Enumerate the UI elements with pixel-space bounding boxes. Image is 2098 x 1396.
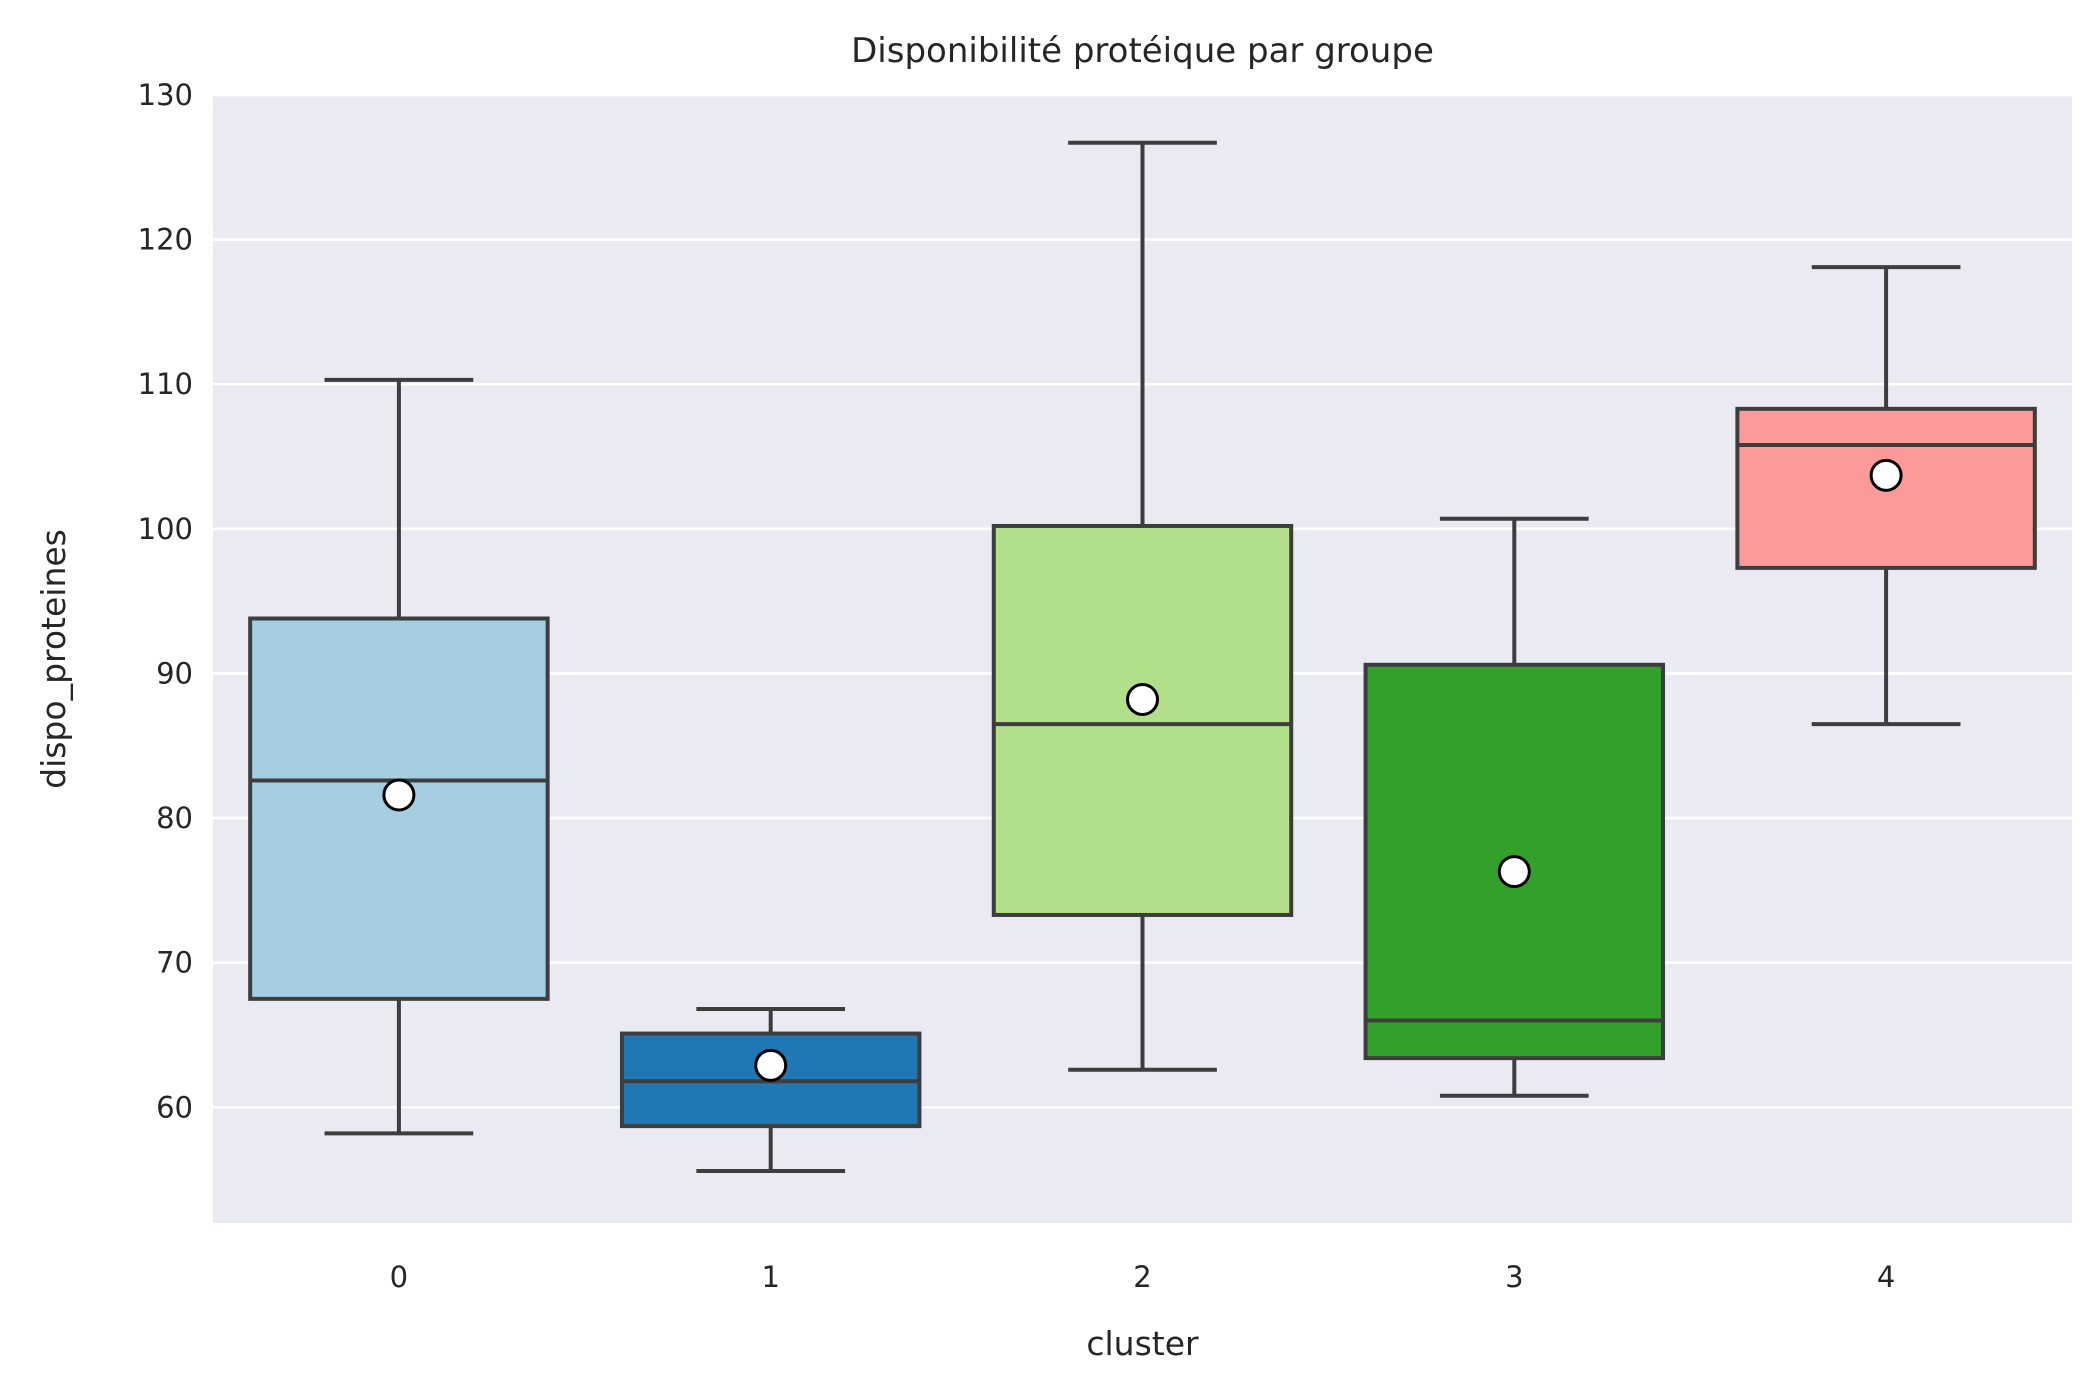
x-axis-label: cluster [1086,1324,1199,1363]
mean-marker-2 [1126,682,1159,716]
box-1 [619,1006,922,1173]
y-tick-100: 100 [138,512,193,546]
boxes-group [248,140,2037,1173]
y-tick-70: 70 [156,946,193,980]
y-tick-90: 90 [156,656,193,690]
y-axis-label: dispo_proteines [34,529,73,789]
x-tick-1: 1 [761,1260,779,1294]
x-tick-3: 3 [1505,1260,1523,1294]
mean-marker-4 [1869,458,1903,492]
y-tick-60: 60 [156,1090,193,1124]
box-0 [248,377,550,1136]
x-tick-4: 4 [1877,1260,1895,1294]
y-tick-labels: 60 70 80 90 100 110 120 130 [138,78,193,1124]
iqr-box-4 [1735,406,2037,570]
box-3 [1363,516,1666,1098]
x-tick-2: 2 [1133,1260,1151,1294]
x-tick-labels: 0 1 2 3 4 [390,1260,1896,1294]
x-tick-0: 0 [390,1260,408,1294]
box-4 [1735,265,2037,727]
chart-title: Disponibilité protéique par groupe [851,31,1434,71]
y-tick-80: 80 [156,801,193,835]
y-tick-110: 110 [138,367,193,401]
iqr-box-2 [991,523,1294,917]
y-tick-130: 130 [138,78,193,112]
mean-marker-1 [754,1048,788,1082]
box-2 [991,140,1294,1072]
mean-marker-3 [1497,855,1531,889]
y-tick-120: 120 [138,223,193,257]
mean-marker-0 [382,778,416,812]
